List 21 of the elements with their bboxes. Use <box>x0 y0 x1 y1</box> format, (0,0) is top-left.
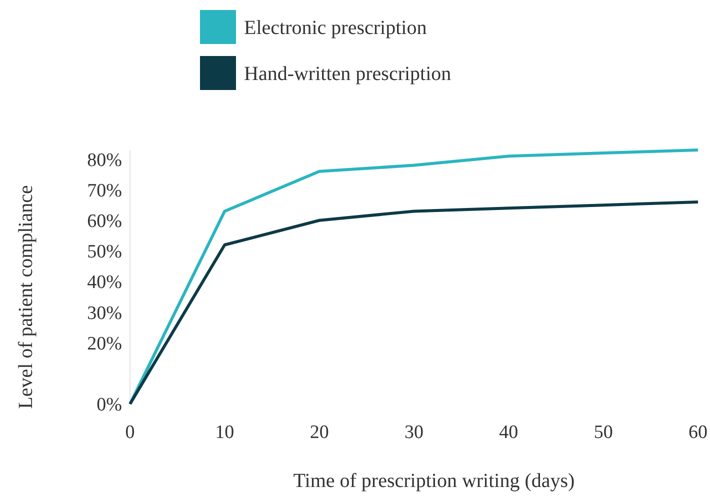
y-tick-label: 30% <box>87 302 122 324</box>
x-tick-label: 60 <box>688 422 708 443</box>
y-tick-label: 80% <box>87 150 122 171</box>
y-tick-label: 0% <box>96 394 122 416</box>
y-tick-label: 20% <box>87 333 122 354</box>
y-axis-title: Level of patient compliance <box>15 184 37 409</box>
x-tick-label: 10 <box>215 422 234 443</box>
x-tick-label: 30 <box>404 422 424 443</box>
y-tick-label: 70% <box>87 180 122 202</box>
legend-label: Electronic prescription <box>244 17 427 39</box>
y-tick-label: 40% <box>87 272 122 294</box>
y-tick-label: 60% <box>87 211 122 232</box>
line-series <box>128 148 700 406</box>
x-axis-title: Time of prescription writing (days) <box>293 470 575 492</box>
line-series <box>128 200 700 406</box>
legend-label: Hand-written prescription <box>244 63 452 85</box>
x-tick-label: 0 <box>125 422 135 443</box>
x-tick-label: 20 <box>310 422 329 443</box>
x-tick-label: 50 <box>594 422 613 443</box>
y-tick-label: 50% <box>87 242 122 263</box>
x-tick-label: 40 <box>499 422 518 443</box>
